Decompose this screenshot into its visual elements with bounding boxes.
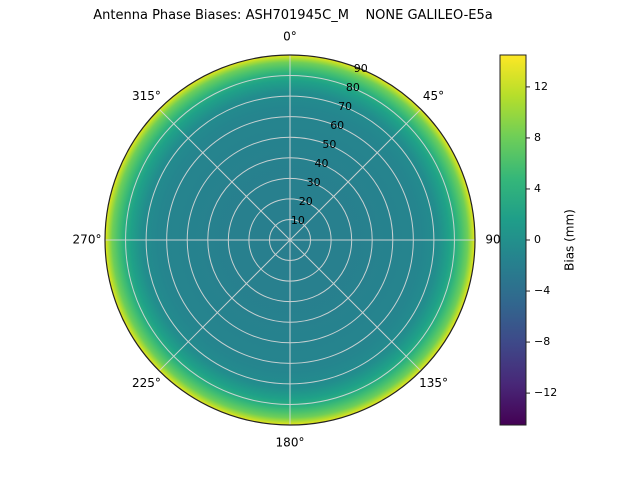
angular-tick-label: 90 bbox=[485, 233, 500, 247]
radial-tick-label: 60 bbox=[330, 119, 344, 132]
angular-tick-label: 270° bbox=[73, 233, 102, 247]
grid-spoke bbox=[289, 108, 422, 241]
radial-tick-label: 40 bbox=[314, 157, 328, 170]
angular-tick-label: 45° bbox=[423, 89, 444, 103]
colorbar-axis-label: Bias (mm) bbox=[563, 209, 577, 271]
polar-outline bbox=[104, 54, 476, 426]
radial-tick-label: 70 bbox=[338, 100, 352, 113]
colorbar-tick-label: −4 bbox=[534, 284, 550, 297]
radial-tick-label: 80 bbox=[346, 81, 360, 94]
angular-tick-label: 180° bbox=[276, 436, 305, 450]
colorbar bbox=[499, 54, 527, 426]
radial-tick-label: 50 bbox=[322, 138, 336, 151]
radial-tick-label: 10 bbox=[291, 214, 305, 227]
angular-tick-label: 0° bbox=[283, 30, 297, 44]
colorbar-tick-label: 4 bbox=[534, 182, 541, 195]
grid-spoke bbox=[158, 239, 291, 372]
colorbar-tick-label: −8 bbox=[534, 335, 550, 348]
chart-title: Antenna Phase Biases: ASH701945C_M NONE … bbox=[93, 8, 493, 23]
angular-tick-label: 315° bbox=[132, 89, 161, 103]
angular-tick-label: 225° bbox=[132, 376, 161, 390]
polar-grid bbox=[105, 55, 475, 425]
radial-tick-label: 20 bbox=[299, 195, 313, 208]
colorbar-tick-label: 12 bbox=[534, 80, 548, 93]
colorbar-tick-label: −12 bbox=[534, 386, 557, 399]
radial-tick-label: 30 bbox=[307, 176, 321, 189]
angular-tick-label: 135° bbox=[419, 376, 448, 390]
colorbar-tick-label: 8 bbox=[534, 131, 541, 144]
grid-spoke bbox=[289, 239, 422, 372]
colorbar-tick-label: 0 bbox=[534, 233, 541, 246]
radial-tick-label: 90 bbox=[354, 62, 368, 75]
grid-spoke bbox=[158, 108, 291, 241]
